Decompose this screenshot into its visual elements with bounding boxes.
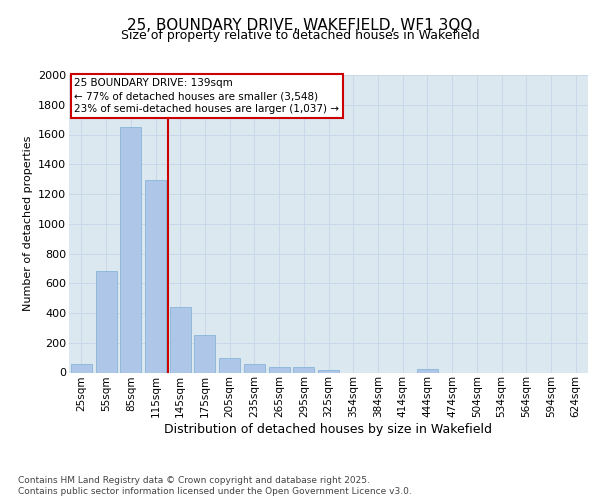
Bar (318, 370, 339, 372)
Bar (71, 364, 92, 372)
Text: 25 BOUNDARY DRIVE: 139sqm
← 77% of detached houses are smaller (3,548)
23% of se: 25 BOUNDARY DRIVE: 139sqm ← 77% of detac… (74, 78, 339, 114)
Bar (95, 272, 116, 372)
Bar (417, 369, 438, 372)
Bar (120, 127, 141, 372)
Y-axis label: Number of detached properties: Number of detached properties (23, 136, 32, 312)
Bar (244, 364, 265, 372)
Bar (170, 307, 191, 372)
Bar (269, 366, 290, 372)
Bar (293, 366, 314, 372)
Bar (219, 358, 240, 372)
Bar (194, 336, 215, 372)
Text: Contains public sector information licensed under the Open Government Licence v3: Contains public sector information licen… (18, 487, 412, 496)
Text: Contains HM Land Registry data © Crown copyright and database right 2025.: Contains HM Land Registry data © Crown c… (18, 476, 370, 485)
Bar (145, 180, 166, 372)
X-axis label: Distribution of detached houses by size in Wakefield: Distribution of detached houses by size … (164, 423, 493, 436)
Text: 25, BOUNDARY DRIVE, WAKEFIELD, WF1 3QQ: 25, BOUNDARY DRIVE, WAKEFIELD, WF1 3QQ (127, 18, 473, 32)
Text: Size of property relative to detached houses in Wakefield: Size of property relative to detached ho… (121, 29, 479, 42)
